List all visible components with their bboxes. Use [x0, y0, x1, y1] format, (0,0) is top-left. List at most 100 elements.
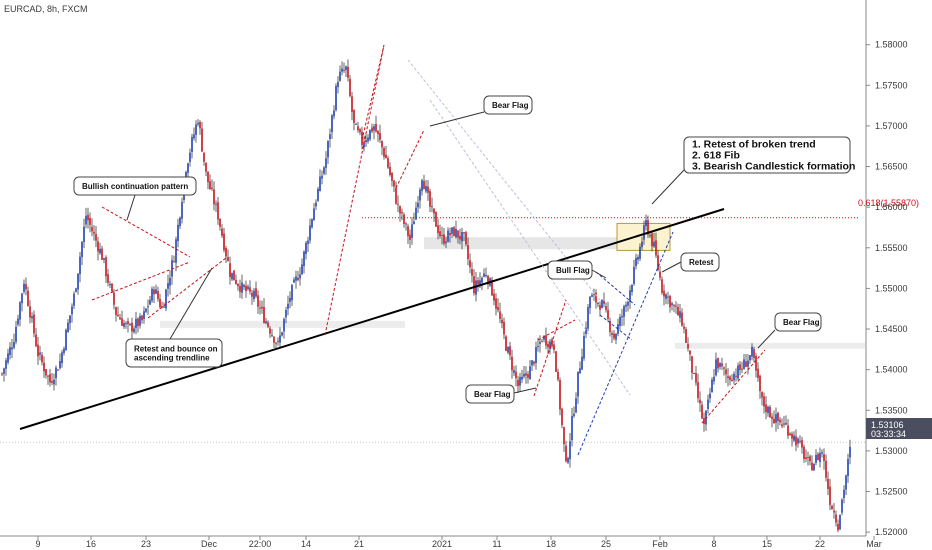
- candle-body: [5, 360, 7, 369]
- candle-body: [297, 277, 299, 281]
- candle-body: [779, 419, 781, 423]
- candle-body: [659, 271, 661, 278]
- candle-body: [707, 399, 709, 410]
- candle-body: [671, 303, 673, 306]
- candle-body: [275, 342, 277, 344]
- bull-flag-annotation-box: [547, 260, 593, 280]
- candle-body: [791, 433, 793, 439]
- candle-body: [321, 175, 323, 179]
- bull-flag-support: [577, 231, 674, 456]
- bull-flag-top: [595, 271, 636, 306]
- candle-body: [437, 225, 439, 234]
- candle-body: [129, 323, 131, 325]
- candle-body: [555, 351, 557, 372]
- candle-body: [643, 225, 645, 240]
- candle-body: [789, 433, 791, 436]
- candle-body: [615, 333, 617, 340]
- resistance-zone: [424, 237, 624, 250]
- candle-body: [393, 180, 395, 187]
- y-tick-label: 1.58000: [875, 40, 908, 50]
- candle-body: [447, 230, 449, 242]
- candle-body: [803, 446, 805, 460]
- candle-body: [191, 137, 193, 152]
- candle-body: [477, 280, 479, 285]
- candle-body: [219, 218, 221, 227]
- candle-body: [173, 261, 175, 263]
- chart-title: EURCAD, 8h, FXCM: [4, 4, 88, 14]
- candle-body: [637, 256, 639, 260]
- candle-body: [581, 356, 583, 370]
- candle-body: [237, 283, 239, 287]
- candle-body: [633, 266, 635, 284]
- candle-body: [95, 233, 97, 241]
- x-tick-label: 25: [601, 539, 611, 549]
- candle-body: [683, 326, 685, 329]
- candle-body: [553, 344, 555, 350]
- candle-body: [239, 285, 241, 292]
- candle-body: [839, 514, 841, 530]
- candle-body: [709, 393, 711, 399]
- candle-body: [841, 499, 843, 513]
- retest-annotation-text: Retest: [689, 258, 714, 267]
- candle-body: [1, 373, 3, 375]
- candle-body: [225, 247, 227, 257]
- candle-body: [99, 248, 101, 254]
- candle-body: [699, 399, 701, 404]
- candle-body: [845, 475, 847, 490]
- candle-body: [369, 129, 371, 140]
- candle-body: [767, 406, 769, 414]
- candle-body: [483, 273, 485, 277]
- candle-body: [93, 231, 95, 234]
- bullish-annotation-text: Bullish continuation pattern: [82, 182, 188, 191]
- candle-body: [501, 319, 503, 324]
- y-tick-label: 1.57500: [875, 80, 908, 90]
- axes: 1.52000 1.52500 1.53000 1.53500 1.54000 1.545…: [0, 0, 908, 549]
- x-tick-label: 14: [301, 539, 311, 549]
- candle-body: [723, 367, 725, 369]
- rally-line-red: [324, 44, 385, 336]
- candle-body: [335, 86, 337, 111]
- candle-body: [201, 128, 203, 152]
- candle-body: [417, 202, 419, 208]
- candle-body: [295, 276, 297, 281]
- candle-body: [623, 306, 625, 317]
- bear-flag-3-annotation: Bear Flag: [757, 312, 822, 349]
- candle-body: [715, 359, 717, 376]
- candle-body: [215, 203, 217, 205]
- candle-body: [583, 336, 585, 359]
- candle-body: [301, 264, 303, 275]
- candle-body: [649, 235, 651, 237]
- price-label-value: 1.53106: [871, 420, 904, 430]
- x-tick-label: Dec: [201, 539, 218, 549]
- candle-body: [181, 202, 183, 219]
- candle-body: [261, 306, 263, 309]
- retest-annotation-box: [680, 252, 720, 272]
- bear-flag-1-annotation-text: Bear Flag: [492, 101, 529, 110]
- candle-body: [401, 211, 403, 214]
- candle-body: [499, 311, 501, 319]
- candle-body: [775, 414, 777, 423]
- candle-body: [69, 315, 71, 324]
- candle-body: [211, 187, 213, 189]
- candle-body: [329, 134, 331, 139]
- candle-body: [449, 232, 451, 236]
- candle-body: [291, 284, 293, 301]
- candle-body: [567, 457, 569, 463]
- candle-body: [345, 66, 347, 71]
- candle-body: [61, 352, 63, 364]
- candle-body: [635, 257, 637, 267]
- candle-body: [711, 379, 713, 393]
- candle-body: [491, 279, 493, 296]
- candle-body: [39, 352, 41, 355]
- candle-body: [539, 341, 541, 344]
- candle-body: [701, 404, 703, 419]
- candle-body: [497, 306, 499, 311]
- candle-body: [269, 328, 271, 334]
- candle-body: [257, 295, 259, 307]
- candle-body: [431, 206, 433, 208]
- candle-body: [371, 127, 373, 132]
- candle-body: [315, 202, 317, 207]
